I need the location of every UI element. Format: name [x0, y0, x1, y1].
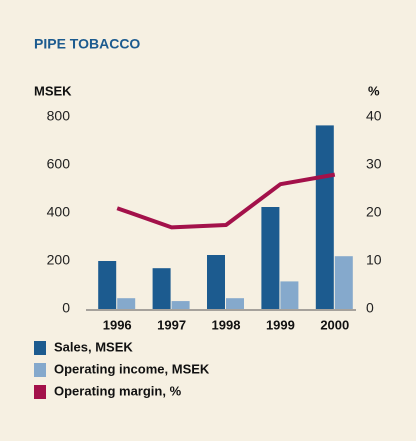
- bar: [98, 261, 117, 309]
- bar: [152, 268, 171, 309]
- y-tick-label: 0: [62, 300, 70, 316]
- bar: [261, 207, 280, 309]
- bar: [117, 298, 136, 309]
- y-tick-label: 200: [47, 252, 71, 268]
- y-axis-label: MSEK: [34, 83, 72, 98]
- y2-tick-label: 0: [366, 300, 374, 316]
- legend-swatch: [34, 363, 46, 377]
- bar: [226, 298, 244, 309]
- bar: [207, 255, 225, 309]
- y2-tick-label: 20: [366, 204, 382, 220]
- y-tick-label: 600: [47, 156, 71, 172]
- bar: [280, 281, 299, 309]
- x-tick-label: 1997: [157, 317, 186, 332]
- x-tick-label: 1996: [103, 317, 132, 332]
- y-tick-label: 800: [47, 108, 71, 124]
- bar: [334, 256, 353, 309]
- bar: [171, 301, 190, 309]
- legend-swatch: [34, 385, 46, 399]
- chart-title: PIPE TOBACCO: [34, 36, 140, 52]
- bar: [315, 125, 334, 310]
- line: [116, 172, 336, 230]
- x-tick-label: 1999: [266, 317, 295, 332]
- y2-axis-label: %: [368, 83, 380, 98]
- legend-label: Operating margin, %: [54, 383, 182, 398]
- y2-tick-label: 30: [366, 156, 382, 172]
- y2-tick-label: 10: [366, 252, 382, 268]
- legend-label: Operating income, MSEK: [54, 361, 210, 376]
- x-tick-label: 1998: [212, 317, 241, 332]
- x-tick-label: 2000: [320, 317, 349, 332]
- legend-label: Sales, MSEK: [54, 339, 133, 354]
- y-tick-label: 400: [47, 204, 71, 220]
- y2-tick-label: 40: [366, 108, 382, 124]
- legend-swatch: [34, 341, 46, 355]
